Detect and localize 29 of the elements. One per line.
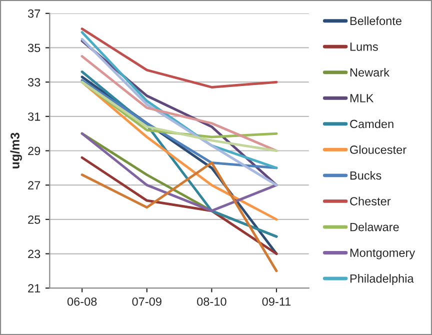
y-tick-label: 27 (28, 181, 40, 190)
legend-label: Delaware (350, 222, 399, 232)
legend-label: Bellefonte (350, 16, 402, 26)
line-series (80, 28, 278, 88)
y-tick-label: 21 (28, 284, 40, 292)
y-tick-label: 37 (28, 9, 40, 18)
legend-label: Lums (350, 42, 378, 51)
line-series (80, 55, 278, 152)
legend-label: Newark (350, 68, 390, 77)
legend-label: Gloucester (350, 145, 406, 154)
legend-label: Camden (350, 119, 394, 128)
y-tick-label: 31 (28, 112, 40, 121)
line-series (80, 80, 278, 152)
y-tick-label: 23 (28, 250, 40, 258)
y-tick-label: 25 (28, 215, 40, 224)
x-tick-label: 06-08 (67, 297, 97, 306)
y-axis-title: ug/m3 (10, 132, 22, 168)
legend-label: Bucks (350, 171, 382, 180)
legend-label: Chester (350, 196, 391, 206)
x-tick-label: 07-09 (132, 297, 162, 306)
x-tick-label: 08-10 (197, 297, 226, 306)
legend-label: MLK (350, 94, 374, 102)
x-tick-label: 09-11 (262, 297, 291, 306)
y-tick-label: 29 (28, 146, 40, 156)
line-series (80, 162, 278, 272)
legend-label: Montgomery (350, 248, 416, 260)
legend-label: Philadelphia (350, 274, 414, 286)
y-tick-label: 35 (28, 44, 40, 52)
y-tick-label: 33 (28, 78, 40, 86)
